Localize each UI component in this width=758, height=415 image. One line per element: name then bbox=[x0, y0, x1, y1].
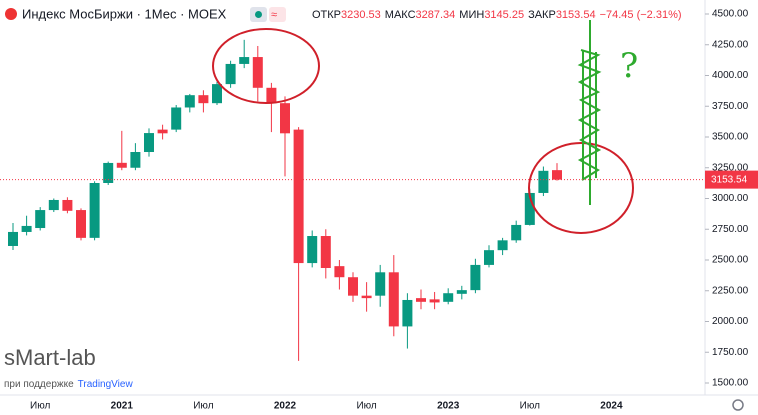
candle-body bbox=[266, 87, 277, 104]
candle-body bbox=[62, 199, 73, 211]
ohlc-value: 3230.53 bbox=[341, 9, 381, 21]
y-tick-label: 3000.00 bbox=[712, 193, 749, 204]
candle-body bbox=[361, 295, 372, 299]
candle-body bbox=[157, 129, 168, 134]
hand-scribble bbox=[577, 20, 602, 205]
candle-body bbox=[497, 240, 508, 251]
price-label-box bbox=[705, 170, 758, 189]
candle-body bbox=[76, 210, 86, 238]
hand-annotation: ? bbox=[620, 46, 638, 86]
candle-body bbox=[388, 272, 399, 327]
candle-body bbox=[35, 210, 46, 229]
symbol-logo bbox=[5, 8, 17, 20]
candle-body bbox=[198, 95, 209, 104]
credit-text: при поддержке bbox=[4, 379, 74, 390]
ohlc-label: ОТКР bbox=[312, 9, 341, 21]
ohlc-label: МИН bbox=[459, 9, 484, 21]
candle-body bbox=[144, 133, 154, 153]
candle-body bbox=[484, 250, 494, 265]
price-label: 3153.54 bbox=[711, 174, 748, 185]
candle-body bbox=[538, 170, 549, 193]
candle-body bbox=[293, 129, 304, 264]
y-tick-label: 2250.00 bbox=[712, 285, 749, 296]
ohlc-label: ЗАКР bbox=[528, 9, 556, 21]
y-tick-label: 4000.00 bbox=[712, 70, 749, 81]
y-tick-label: 2500.00 bbox=[712, 255, 749, 266]
ohlc-label: МАКС bbox=[385, 9, 416, 21]
candle-body bbox=[89, 183, 100, 238]
y-tick-label: 2000.00 bbox=[712, 316, 749, 327]
candle-body bbox=[552, 170, 562, 180]
status-dot bbox=[255, 11, 262, 18]
candle-body bbox=[348, 277, 358, 296]
candle-body bbox=[320, 236, 331, 268]
candle-body bbox=[184, 95, 195, 108]
candle-body bbox=[212, 84, 222, 104]
ohlc-value: 3153.54 bbox=[556, 9, 596, 21]
candle-body bbox=[524, 192, 535, 225]
candle-body bbox=[21, 225, 32, 232]
status-icon: ≈ bbox=[271, 9, 277, 21]
x-tick-label: 2022 bbox=[274, 401, 297, 412]
hand-circle bbox=[212, 28, 320, 104]
candle-body bbox=[456, 290, 467, 294]
candle-body bbox=[171, 107, 182, 130]
y-tick-label: 4250.00 bbox=[712, 39, 749, 50]
x-tick-label: Июл bbox=[193, 401, 213, 412]
candle-body bbox=[48, 199, 59, 211]
y-tick-label: 1750.00 bbox=[712, 347, 749, 358]
y-tick-label: 3500.00 bbox=[712, 132, 749, 143]
y-tick-label: 3750.00 bbox=[712, 101, 749, 112]
candle-body bbox=[402, 299, 413, 327]
x-tick-label: 2024 bbox=[600, 401, 623, 412]
hand-circle bbox=[528, 142, 634, 234]
candle-body bbox=[416, 298, 426, 302]
status-badge bbox=[269, 7, 286, 22]
ohlc-value: 3145.25 bbox=[484, 9, 524, 21]
y-tick-label: 4500.00 bbox=[712, 9, 749, 20]
header: Индекс МосБиржи · 1Мес · MOEX ≈ ОТКР3230… bbox=[5, 6, 682, 22]
watermark: sMart-lab bbox=[4, 345, 96, 370]
x-tick-label: 2021 bbox=[111, 401, 134, 412]
candle-body bbox=[116, 162, 127, 168]
candle-body bbox=[103, 162, 114, 184]
candle-body bbox=[470, 264, 481, 291]
x-tick-label: Июл bbox=[30, 401, 50, 412]
y-tick-label: 1500.00 bbox=[712, 378, 749, 389]
y-tick-label: 2750.00 bbox=[712, 224, 749, 235]
x-tick-label: Июл bbox=[356, 401, 376, 412]
candle-body bbox=[130, 152, 141, 168]
ohlc-change: −74.45 (−2.31%) bbox=[600, 9, 682, 21]
x-tick-label: 2023 bbox=[437, 401, 460, 412]
candle-body bbox=[239, 57, 250, 64]
candle-body bbox=[511, 224, 522, 241]
candle-body bbox=[252, 57, 263, 88]
credit: при поддержке TradingView bbox=[4, 379, 133, 390]
credit-brand: TradingView bbox=[78, 379, 134, 390]
symbol-title: Индекс МосБиржи · 1Мес · MOEX bbox=[22, 6, 227, 21]
ohlc-value: 3287.34 bbox=[416, 9, 456, 21]
candle-body bbox=[280, 103, 290, 134]
candle-body bbox=[375, 272, 386, 296]
candle-body bbox=[334, 266, 345, 278]
ohlc-readout: ОТКР3230.53 МАКС3287.34 МИН3145.25 ЗАКР3153… bbox=[312, 9, 682, 21]
plot-area bbox=[8, 39, 562, 361]
candle-body bbox=[443, 293, 454, 302]
settings-icon[interactable] bbox=[732, 399, 744, 411]
y-tick-label: 3250.00 bbox=[712, 162, 749, 173]
candle-body bbox=[225, 63, 236, 85]
candle-body bbox=[307, 236, 318, 264]
x-tick-label: Июл bbox=[520, 401, 540, 412]
candle-body bbox=[8, 231, 18, 246]
candle-body bbox=[429, 299, 440, 303]
